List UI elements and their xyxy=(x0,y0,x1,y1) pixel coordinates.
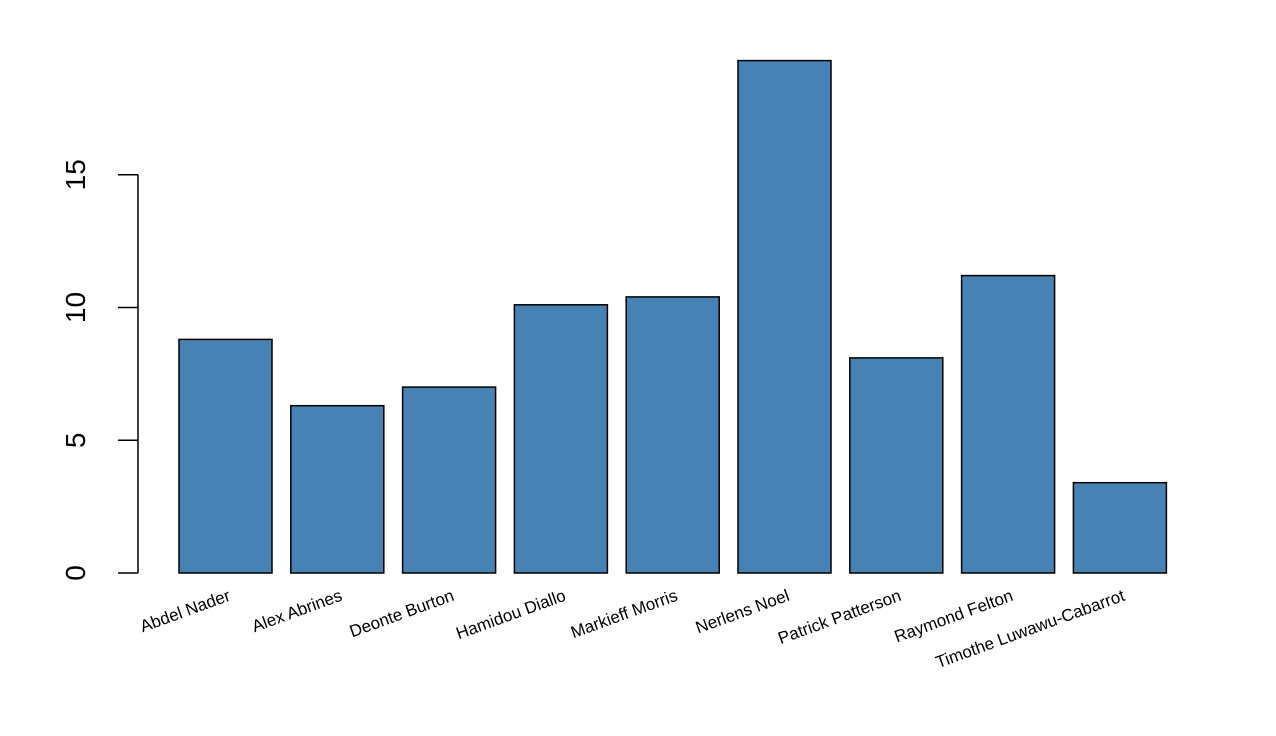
y-tick-label: 5 xyxy=(60,433,91,449)
x-tick-label: Abdel Nader xyxy=(138,586,234,636)
x-tick-label: Deonte Burton xyxy=(347,586,457,641)
x-tick-label: Patrick Patterson xyxy=(776,586,904,648)
y-tick-label: 0 xyxy=(60,565,91,581)
bar xyxy=(513,304,609,574)
y-tick-label: 10 xyxy=(60,292,91,323)
bar xyxy=(401,386,497,574)
y-axis: 0 5 10 15 xyxy=(60,159,139,581)
x-tick-label: Timothe Luwawu-Cabarrot xyxy=(933,586,1127,672)
bar xyxy=(849,357,944,574)
bar xyxy=(737,59,832,574)
bar xyxy=(290,404,385,574)
x-tick-label: Markieff Morris xyxy=(568,586,680,642)
bar xyxy=(960,274,1056,574)
bar xyxy=(178,338,273,574)
bars-group xyxy=(178,59,1168,574)
bar xyxy=(1072,481,1168,574)
bar xyxy=(625,296,720,574)
x-tick-label: Alex Abrines xyxy=(249,586,344,636)
x-tick-label: Hamidou Diallo xyxy=(453,586,568,643)
x-axis-labels: Abdel Nader Alex Abrines Deonte BurtonHami… xyxy=(138,586,1128,672)
y-tick-label: 15 xyxy=(60,159,91,190)
